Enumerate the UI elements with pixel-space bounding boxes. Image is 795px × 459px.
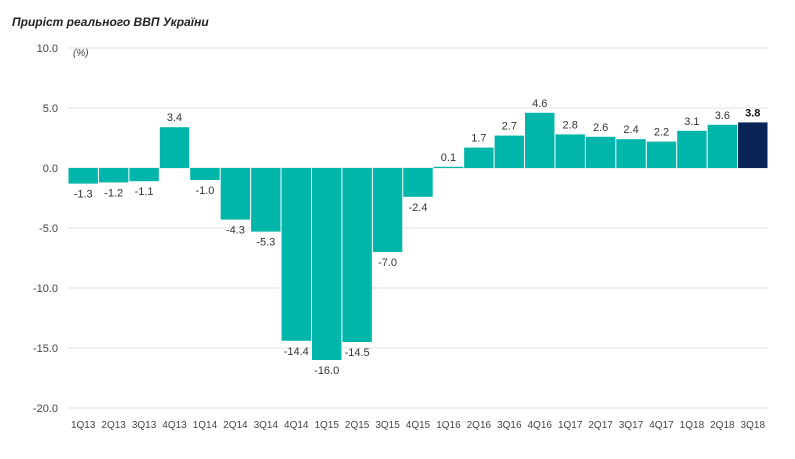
bars [68,112,768,360]
bar-2Q14 [220,168,251,220]
y-axis-unit-label: (%) [73,48,89,59]
y-tick-label: -5.0 [39,223,58,235]
data-label-3Q13: -1.1 [135,186,154,198]
x-tick-label: 2Q17 [588,420,613,431]
x-tick-label: 3Q18 [741,420,766,431]
data-label-4Q16: 4.6 [532,98,547,110]
x-tick-label: 4Q16 [528,420,553,431]
x-tick-label: 2Q15 [345,420,370,431]
data-label-2Q14: -4.3 [226,225,245,237]
data-label-4Q13: 3.4 [167,112,182,124]
bar-4Q13 [159,127,190,168]
data-label-1Q17: 2.8 [563,119,578,131]
x-tick-label: 4Q14 [284,420,309,431]
data-label-2Q17: 2.6 [593,122,608,134]
data-label-4Q14: -14.4 [284,346,309,358]
data-label-1Q16: 0.1 [441,152,456,164]
x-axis-ticks: 1Q13 2Q13 3Q13 4Q13 1Q14 2Q14 3Q14 4Q14 1Q15 2Q15… [71,420,765,431]
bar-2Q17 [585,136,616,168]
data-label-2Q16: 1.7 [471,133,486,145]
x-tick-label: 3Q16 [497,420,522,431]
x-tick-label: 1Q16 [436,420,461,431]
bar-4Q15 [403,168,433,197]
y-tick-label: -15.0 [33,343,58,355]
x-tick-label: 1Q13 [71,420,96,431]
bar-3Q14 [251,168,281,232]
bar-3Q16 [494,135,525,168]
data-label-3Q18: 3.8 [745,107,760,119]
x-tick-label: 3Q17 [619,420,644,431]
data-label-2Q15: -14.5 [345,347,370,359]
y-tick-label: -10.0 [33,283,58,295]
bar-4Q14 [281,168,311,341]
bar-1Q15 [311,168,342,360]
x-tick-label: 2Q16 [467,420,492,431]
data-label-3Q17: 2.4 [623,124,638,136]
x-tick-label: 2Q14 [223,420,248,431]
chart-title: Приріст реального ВВП України [12,15,209,29]
y-tick-label: -20.0 [33,403,58,415]
x-tick-label: 3Q13 [132,420,157,431]
x-tick-label: 1Q14 [193,420,218,431]
data-label-1Q18: 3.1 [684,116,699,128]
bar-3Q18 [738,122,768,168]
bar-2Q15 [342,168,372,342]
bar-1Q17 [555,134,585,168]
bar-4Q16 [525,112,555,168]
x-tick-label: 1Q18 [680,420,705,431]
bar-1Q16 [433,166,464,168]
x-tick-label: 3Q15 [375,420,400,431]
x-tick-label: 4Q17 [649,420,674,431]
data-label-3Q15: -7.0 [378,257,397,269]
x-tick-label: 1Q15 [314,420,339,431]
y-tick-label: 5.0 [43,103,58,115]
y-axis-ticks: 10.0 5.0 0.0 -5.0 -10.0 -15.0 -20.0 [33,43,58,415]
x-tick-label: 4Q13 [162,420,187,431]
data-label-4Q15: -2.4 [409,202,428,214]
x-tick-label: 4Q15 [406,420,431,431]
bar-2Q16 [464,147,494,168]
bar-3Q17 [616,139,646,168]
data-label-1Q15: -16.0 [314,365,339,377]
data-label-2Q13: -1.2 [104,187,123,199]
data-label-3Q16: 2.7 [502,121,517,133]
y-tick-label: 0.0 [43,163,58,175]
data-label-4Q17: 2.2 [654,127,669,139]
x-tick-label: 2Q13 [101,420,126,431]
bar-1Q18 [677,130,707,168]
x-tick-label: 3Q14 [254,420,279,431]
y-tick-label: 10.0 [37,43,58,55]
data-label-1Q14: -1.0 [195,185,214,197]
bar-2Q18 [707,124,738,168]
bar-4Q17 [646,141,677,168]
x-tick-label: 1Q17 [558,420,583,431]
bar-1Q13 [68,168,98,184]
x-tick-label: 2Q18 [710,420,735,431]
data-label-1Q13: -1.3 [74,189,93,201]
bar-2Q13 [98,168,129,183]
data-label-3Q14: -5.3 [256,237,275,249]
gridlines [68,47,768,409]
data-labels: -1.3 -1.2 -1.1 3.4 -1.0 -4.3 -5.3 -14.4 -16.0 -14… [74,98,761,377]
bar-3Q13 [129,168,159,182]
bar-1Q14 [190,168,220,180]
data-label-2Q18: 3.6 [715,110,730,122]
bar-3Q15 [372,168,403,252]
